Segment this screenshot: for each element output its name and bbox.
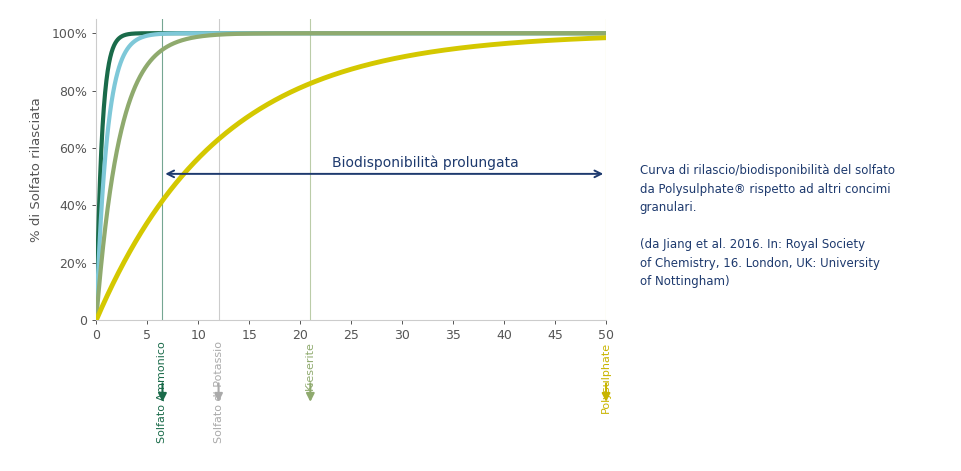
Text: Curva di rilascio/biodisponibilità del solfato
da Polysulphate® rispetto ad altr: Curva di rilascio/biodisponibilità del s… bbox=[639, 164, 894, 288]
Text: Kieserite: Kieserite bbox=[305, 341, 315, 390]
Text: Solfato di Potassio: Solfato di Potassio bbox=[213, 341, 223, 443]
Text: Polysulphate: Polysulphate bbox=[601, 341, 610, 413]
Text: Biodisponibilità prolungata: Biodisponibilità prolungata bbox=[332, 155, 518, 170]
Y-axis label: % di Solfato rilasciata: % di Solfato rilasciata bbox=[30, 97, 43, 242]
Text: Solfato Ammonico: Solfato Ammonico bbox=[158, 341, 167, 443]
